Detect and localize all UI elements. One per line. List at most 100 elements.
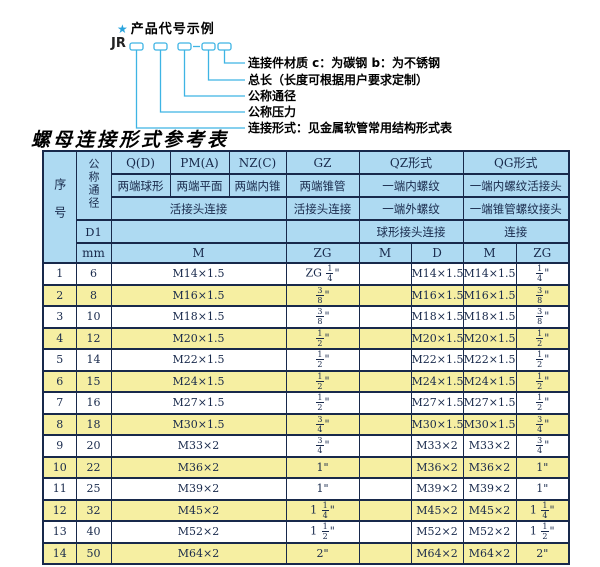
connector-line [223,50,245,64]
table-row: 7 16 M27×1.5 1 2 " M27×1.5 M27×1.5 1 2 " [42,391,570,415]
cell-dn: 12 [75,326,112,350]
table-header: 序号 公称通径 Q(D) PM(A) NZ(C) GZ QZ形式 QG形式 两端… [42,150,570,264]
cell-m: M39×2 [110,477,287,501]
cell-dn: 18 [75,412,112,436]
cell-m: M16×1.5 [110,283,287,307]
diagram-heading: ★ 产品代号示例 [117,18,215,37]
cell-m: M27×1.5 [110,391,287,415]
cell-qz_m [358,541,412,565]
cell-seq: 13 [42,520,77,544]
cell-gz: 3 4 " [285,412,360,436]
cell-qg_zg: 1 2 " [515,391,570,415]
cell-m: M36×2 [110,455,287,479]
table-title: 螺母连接形式参考表 [31,129,230,151]
cell-qg_zg: 3 8 " [515,283,570,307]
table-body: 1 6 M14×1.5 ZG 1 4 " M14×1.5 M14×1.5 1 4 " 2 8 M16×1.… [42,262,570,565]
cell-seq: 4 [42,326,77,350]
cell-gz: ZG 1 4 " [285,262,360,286]
cell-qg_zg: 1 4 " [515,262,570,286]
header-q-desc: 两端球形 [110,173,171,198]
header-qz-desc1: 一端内螺纹 [358,173,464,198]
cell-dn: 6 [75,262,112,286]
cell-seq: 2 [42,283,77,307]
cell-m: M64×2 [110,541,287,565]
cell-m: M33×2 [110,434,287,458]
cell-qz_d: M45×2 [410,498,464,522]
cell-dn: 20 [75,434,112,458]
reference-table: 序号 公称通径 Q(D) PM(A) NZ(C) GZ QZ形式 QG形式 两端… [42,150,570,565]
cell-gz: 1 2 " [285,326,360,350]
cell-qz_m [358,305,412,329]
cell-dn: 10 [75,305,112,329]
cell-qg_m: M18×1.5 [462,305,517,329]
cell-qg_m: M16×1.5 [462,283,517,307]
code-segment-box [217,42,232,51]
cell-qz_d: M33×2 [410,434,464,458]
cell-qz_d: M27×1.5 [410,391,464,415]
code-label-diameter: 公称通径 [248,89,297,103]
header-gz-conn: 活接头连接 [285,196,360,221]
header-blank-gz [285,219,360,244]
cell-gz: 1 2 " [285,369,360,393]
cell-qz_m [358,283,412,307]
cell-seq: 7 [42,391,77,415]
code-label-connection: 连接形式：见金属软管常用结构形式表 [248,121,453,135]
cell-qg_zg: 3 4 " [515,412,570,436]
cell-qg_m: M45×2 [462,498,517,522]
cell-gz: 3 8 " [285,305,360,329]
cell-gz: 1 1 4 " [285,498,360,522]
cell-gz: 1 1 2 " [285,520,360,544]
cell-gz: 1" [285,455,360,479]
cell-seq: 6 [42,369,77,393]
cell-seq: 14 [42,541,77,565]
table-row: 12 32 M45×2 1 1 4 " M45×2 M45×2 1 1 4 " [42,498,570,522]
cell-qz_d: M18×1.5 [410,305,464,329]
header-pm: PM(A) [169,150,230,175]
header-q: Q(D) [110,150,171,175]
header-m: M [110,242,287,264]
code-label-material: 连接件材质 c：为碳钢 b：为不锈钢 [248,56,441,70]
table-row: 14 50 M64×2 2" M64×2 M64×2 2" [42,541,570,565]
cell-m: M24×1.5 [110,369,287,393]
cell-qz_d: M20×1.5 [410,326,464,350]
diagram-heading-text: 产品代号示例 [130,22,215,37]
cell-m: M14×1.5 [110,262,287,286]
cell-dn: 14 [75,348,112,372]
code-prefix: JR [111,36,126,51]
cell-qg_m: M24×1.5 [462,369,517,393]
cell-seq: 3 [42,305,77,329]
connector-line [207,50,245,81]
code-label-pressure: 公称压力 [248,105,297,119]
table-row: 3 10 M18×1.5 3 8 " M18×1.5 M18×1.5 3 8 " [42,305,570,329]
header-row-5: mm M ZG M D M ZG [43,242,570,264]
cell-qz_d: M52×2 [410,520,464,544]
table-row: 2 8 M16×1.5 3 8 " M16×1.5 M16×1.5 3 8 " [42,283,570,307]
cell-seq: 1 [42,262,77,286]
cell-seq: 8 [42,412,77,436]
header-union-conn: 活接头连接 [110,196,287,221]
table-row: 11 25 M39×2 1" M39×2 M39×2 1" [42,477,570,501]
header-seq: 序号 [42,150,77,264]
header-qg-conn: 连接 [462,219,570,244]
table-row: 5 14 M22×1.5 1 2 " M22×1.5 M22×1.5 1 2 " [42,348,570,372]
header-row-2: 两端球形 两端平面 两端内锥 两端锥管 一端内螺纹 一端内螺纹活接头 [43,173,570,198]
cell-qz_d: M64×2 [410,541,464,565]
cell-m: M30×1.5 [110,412,287,436]
cell-qz_m [358,369,412,393]
code-diagram-lines [129,42,245,129]
